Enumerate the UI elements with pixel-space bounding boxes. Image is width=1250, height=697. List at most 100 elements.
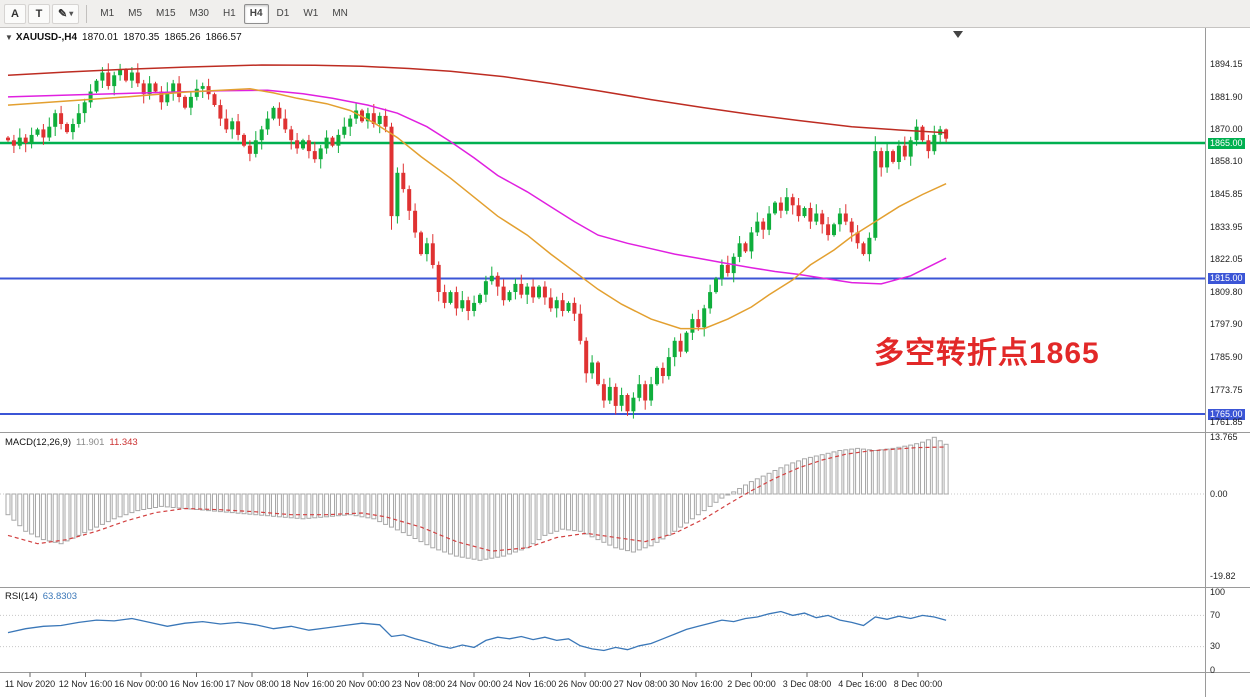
timeframe-button-m30[interactable]: M30 xyxy=(189,8,209,19)
candle-body xyxy=(401,172,406,190)
candle-body xyxy=(548,297,553,309)
time-axis-label: 23 Nov 08:00 xyxy=(391,679,446,689)
macd-histogram-bar xyxy=(276,493,282,518)
candle-body xyxy=(371,113,376,124)
candle-body xyxy=(696,319,701,328)
macd-histogram-bar xyxy=(896,446,902,495)
timeframe-button-d1[interactable]: D1 xyxy=(276,8,290,19)
candle-body xyxy=(23,137,28,143)
macd-histogram-bar xyxy=(158,493,164,507)
macd-pane[interactable] xyxy=(0,436,1205,561)
macd-histogram-bar xyxy=(701,493,707,512)
macd-histogram-bar xyxy=(878,449,884,495)
close-value: 1866.57 xyxy=(205,32,242,43)
macd-histogram-bar xyxy=(802,458,807,495)
timeframe-button-mn[interactable]: MN xyxy=(332,8,348,19)
candle-body xyxy=(460,300,465,309)
macd-histogram-bar xyxy=(235,493,241,514)
rsi-line xyxy=(7,610,947,652)
time-axis-label: 16 Nov 00:00 xyxy=(114,679,168,689)
macd-histogram-bar xyxy=(94,493,99,528)
macd-histogram-bar xyxy=(259,493,265,516)
rsi-axis-label: 100 xyxy=(1210,586,1226,597)
macd-histogram-bar xyxy=(920,441,925,495)
timeframe-button-h4[interactable]: H4 xyxy=(243,3,269,24)
candle-body xyxy=(65,124,69,133)
macd-name: MACD(12,26,9) xyxy=(5,437,71,448)
macd-histogram-bar xyxy=(465,493,471,559)
timeframe-button-w1[interactable]: W1 xyxy=(303,8,319,19)
macd-histogram-bar xyxy=(170,493,176,508)
timeframe-button-m5[interactable]: M5 xyxy=(128,8,143,19)
rsi-pane[interactable] xyxy=(0,610,1205,652)
candle-body xyxy=(76,113,81,124)
candle-body xyxy=(478,294,482,303)
macd-histogram-bar xyxy=(760,475,766,495)
text-tool-button[interactable]: T xyxy=(28,3,50,24)
macd-histogram-bar xyxy=(288,493,294,519)
candle-body xyxy=(678,340,683,352)
macd-histogram-bar xyxy=(330,493,335,517)
macd-histogram-bar xyxy=(630,493,636,553)
annotation-tool-button[interactable]: A xyxy=(4,3,26,24)
price-axis: 1894.15 1881.90 1870.00 1865.00 1858.10 1845.… xyxy=(1207,0,1250,697)
macd-histogram-bar xyxy=(678,493,684,528)
macd-histogram-bar xyxy=(796,460,802,495)
macd-histogram-bar xyxy=(318,493,324,518)
macd-histogram-bar xyxy=(689,493,695,520)
time-axis-label: 17 Nov 08:00 xyxy=(225,679,279,689)
candle-body xyxy=(283,118,288,130)
candle-body xyxy=(165,91,170,103)
candle-body xyxy=(896,145,901,162)
candle-body xyxy=(41,129,46,138)
candle-body xyxy=(194,88,199,97)
ma-mid-line xyxy=(7,89,947,285)
timeframe-button-m1[interactable]: M1 xyxy=(100,8,115,19)
macd-histogram-bar xyxy=(660,493,666,540)
macd-histogram-bar xyxy=(548,493,554,534)
price-axis-label: 1785.90 xyxy=(1210,351,1243,362)
candle-body xyxy=(714,278,718,293)
macd-histogram-bar xyxy=(359,493,365,518)
draw-tool-button[interactable]: ✎ ▾ xyxy=(52,3,80,24)
macd-histogram-bar xyxy=(931,436,937,495)
macd-histogram-bar xyxy=(347,493,353,516)
candle-body xyxy=(324,137,329,149)
candle-body xyxy=(466,300,471,311)
symbol-label: XAUUSD-,H4 xyxy=(15,32,78,43)
main-pane[interactable] xyxy=(0,31,1205,419)
timeframe-button-h1[interactable]: H1 xyxy=(222,8,236,19)
candle-body xyxy=(719,264,724,279)
candle-body xyxy=(436,264,441,292)
candle-body xyxy=(867,237,872,255)
candle-body xyxy=(218,105,223,119)
timeframe-button-m15[interactable]: M15 xyxy=(156,8,176,19)
macd-histogram-bar xyxy=(5,493,11,516)
macd-histogram-bar xyxy=(217,493,223,513)
candle-body xyxy=(230,121,235,130)
macd-histogram-bar xyxy=(353,493,359,517)
macd-histogram-bar xyxy=(406,493,412,536)
candle-body xyxy=(690,319,695,333)
macd-histogram-bar xyxy=(265,493,271,517)
candle-body xyxy=(672,340,677,358)
candle-body xyxy=(395,172,400,217)
macd-histogram-bar xyxy=(147,493,153,509)
rsi-name: RSI(14) xyxy=(5,591,38,602)
candle-body xyxy=(112,75,117,87)
chart-shift-marker-icon[interactable] xyxy=(953,31,963,38)
collapse-icon[interactable]: ▼ xyxy=(5,33,13,42)
candle-body xyxy=(814,213,819,222)
macd-histogram-bar xyxy=(560,493,566,530)
candle-body xyxy=(560,300,565,311)
macd-histogram-bar xyxy=(719,493,725,499)
toolbar: A T ✎ ▾ M1 M5 M15 M30 H1 H4 D1 W1 MN xyxy=(0,0,1250,28)
macd-histogram-bar xyxy=(88,493,94,531)
candle-body xyxy=(513,283,518,292)
time-axis-label: 4 Dec 16:00 xyxy=(838,679,887,689)
macd-axis-label: 0.00 xyxy=(1210,488,1228,499)
macd-histogram-bar xyxy=(748,481,754,495)
macd-histogram-bar xyxy=(82,493,88,534)
candle-body xyxy=(596,362,600,385)
